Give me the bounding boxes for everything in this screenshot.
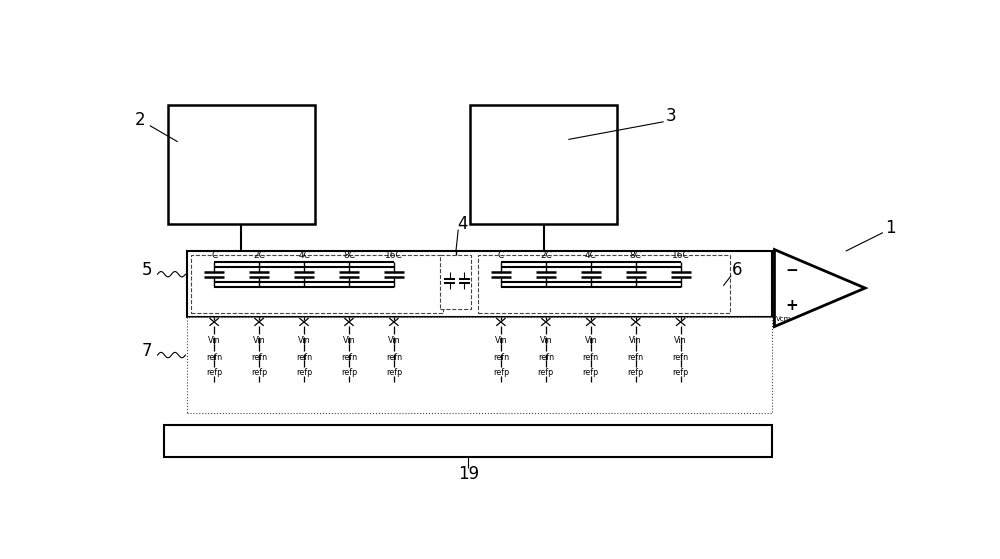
Text: Vin: Vin	[208, 336, 220, 345]
Text: 6: 6	[732, 262, 742, 280]
Text: Vin: Vin	[584, 336, 597, 345]
Bar	[164, 425, 772, 457]
Text: 8C: 8C	[630, 252, 642, 260]
Text: Vin: Vin	[495, 336, 507, 345]
Text: refn: refn	[206, 353, 222, 362]
Text: refn: refn	[386, 353, 402, 362]
Text: refn: refn	[673, 353, 689, 362]
Text: 2: 2	[135, 111, 146, 129]
Text: Vin: Vin	[298, 336, 310, 345]
Text: −: −	[785, 263, 798, 278]
Text: 7: 7	[141, 342, 152, 360]
Bar	[470, 105, 617, 224]
Text: 4C: 4C	[585, 252, 597, 260]
Text: refn: refn	[296, 353, 312, 362]
Text: 2C: 2C	[540, 252, 552, 260]
Text: C: C	[498, 252, 504, 260]
Bar	[478, 255, 730, 312]
Text: C: C	[211, 252, 217, 260]
Bar	[187, 251, 772, 316]
Text: refp: refp	[296, 368, 312, 377]
Bar	[440, 255, 471, 309]
Text: refn: refn	[341, 353, 357, 362]
Circle shape	[699, 272, 705, 278]
Text: refp: refp	[493, 368, 509, 377]
Text: 8C: 8C	[343, 252, 355, 260]
Text: 16C: 16C	[385, 252, 403, 260]
Text: refp: refp	[628, 368, 644, 377]
Text: 4C: 4C	[298, 252, 310, 260]
Text: 3: 3	[666, 107, 677, 125]
Text: refn: refn	[538, 353, 554, 362]
Text: refn: refn	[628, 353, 644, 362]
Circle shape	[423, 272, 430, 278]
Text: +: +	[785, 299, 798, 313]
Text: Vcm: Vcm	[776, 316, 791, 322]
Text: Vin: Vin	[629, 336, 642, 345]
Text: 19: 19	[458, 466, 479, 484]
Circle shape	[413, 272, 419, 278]
Text: refp: refp	[341, 368, 357, 377]
Text: refp: refp	[673, 368, 689, 377]
Text: Vin: Vin	[253, 336, 265, 345]
Text: 4: 4	[457, 215, 467, 233]
Text: refn: refn	[493, 353, 509, 362]
Text: Vin: Vin	[540, 336, 552, 345]
Text: refp: refp	[538, 368, 554, 377]
Text: 1: 1	[885, 219, 896, 237]
Circle shape	[710, 272, 716, 278]
Bar	[187, 316, 772, 413]
Text: refp: refp	[206, 368, 222, 377]
Text: refp: refp	[386, 368, 402, 377]
Text: refn: refn	[251, 353, 267, 362]
Text: Vin: Vin	[343, 336, 355, 345]
Bar	[168, 105, 315, 224]
Text: 5: 5	[141, 262, 152, 280]
Text: 16C: 16C	[672, 252, 690, 260]
Text: refp: refp	[251, 368, 267, 377]
Text: Vin: Vin	[388, 336, 400, 345]
Circle shape	[721, 272, 727, 278]
Text: refn: refn	[583, 353, 599, 362]
Text: refp: refp	[583, 368, 599, 377]
Circle shape	[434, 272, 440, 278]
Text: 2C: 2C	[253, 252, 265, 260]
Bar	[191, 255, 443, 312]
Text: Vin: Vin	[674, 336, 687, 345]
